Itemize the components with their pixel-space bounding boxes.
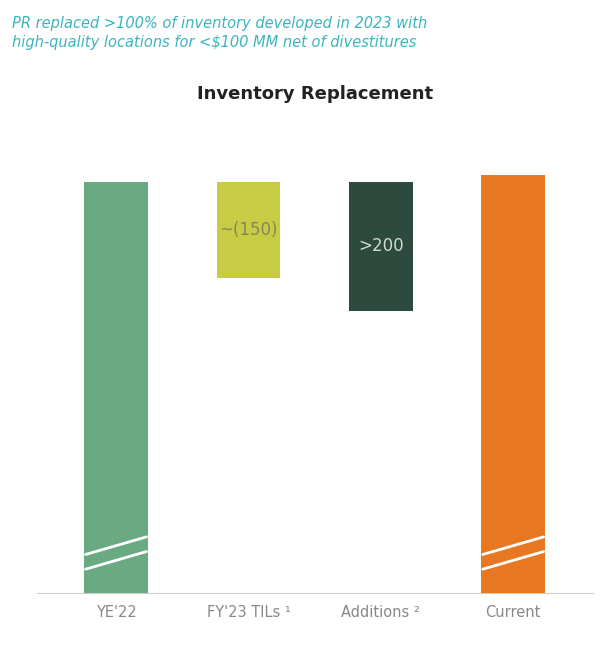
Title: Inventory Replacement: Inventory Replacement [197, 85, 433, 103]
Text: >200: >200 [358, 237, 404, 255]
Text: PR replaced >100% of inventory developed in 2023 with: PR replaced >100% of inventory developed… [12, 16, 428, 31]
Bar [481, 175, 545, 593]
Bar [217, 182, 280, 277]
Bar [84, 182, 148, 593]
Bar [349, 182, 412, 311]
Text: ~(150): ~(150) [219, 221, 278, 239]
Text: high-quality locations for <$100 MM net of divestitures: high-quality locations for <$100 MM net … [12, 35, 417, 50]
